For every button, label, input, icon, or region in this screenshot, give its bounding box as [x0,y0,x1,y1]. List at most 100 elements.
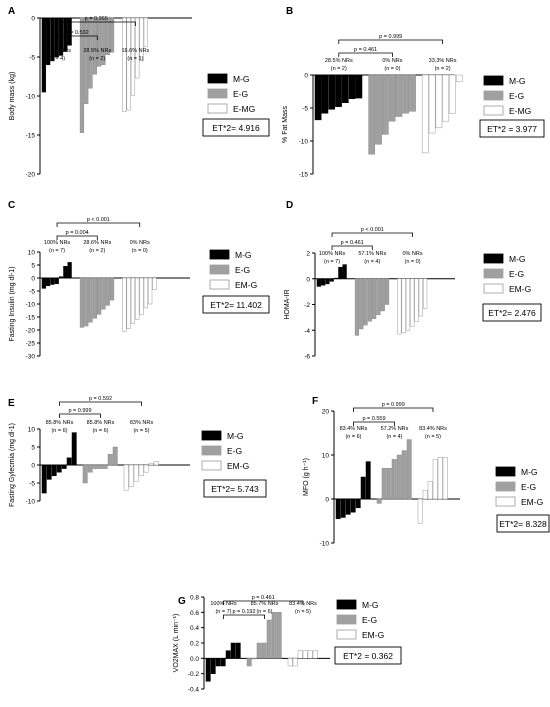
y-tick-label: -4 [304,328,310,335]
bar-m-g [46,277,51,287]
bar-em-g [417,498,423,524]
bar-m-g [54,277,59,284]
bar-e-g [363,278,368,326]
bar-e-mg [139,17,144,62]
bar-e-g [354,278,360,336]
nr-count: (n = 4) [364,259,380,265]
bar-e-g [368,74,376,155]
y-tick-label: 0 [325,497,329,504]
bar-e-g [380,278,385,312]
bar-em-g [422,489,428,500]
significance-bracket [56,222,141,227]
legend-swatch-em-g [209,279,230,290]
significance-bracket [353,407,434,412]
et-value: ET*2= 5.743 [211,484,259,494]
nr-label: 100% NRs [319,251,346,257]
bar-em-g [122,277,127,332]
panel-letter: F [312,396,318,407]
bar-e-g [101,17,106,66]
bar-e-mg [143,17,148,48]
y-tick-label: -20 [26,328,36,335]
panel-letter: D [286,200,293,211]
panel-c: C 10 5 0 -5 -10 -15 -20 -25 -30 Fasting Insulin (m… [8,200,270,361]
et-box [334,646,402,665]
bar-m-g [342,264,347,279]
bar-e-g [105,277,110,306]
y-tick-label: -10 [26,302,36,309]
y-tick-label: -5 [29,289,35,296]
legend-swatch-em-g [483,283,504,294]
y-tick-label: -30 [26,354,36,361]
bar-e-g [92,277,97,319]
y-axis-label: % Fat Mass [282,106,289,143]
panel-letter: B [286,6,293,17]
y-tick-label: -5 [302,106,308,113]
legend-label: EM-G [362,630,384,640]
bar-em-g [418,278,423,317]
bar-e-g [388,74,396,122]
legend-label: EM-G [227,461,249,471]
y-tick-label: -10 [26,499,36,506]
bar-em-g [410,278,415,327]
panel-letter: C [8,200,15,211]
bar-e-g [367,278,372,322]
bar-em-g [423,278,428,309]
panel-letter: G [178,596,186,607]
bar-e-g [88,277,93,323]
legend-label: EM-G [235,280,257,290]
legend-label: E-G [509,91,524,101]
bar-e-mg [428,74,436,134]
y-tick-label: -10 [26,94,36,101]
nr-count: (n = 5) [295,609,311,615]
y-tick-label: 0 [31,463,35,470]
nr-count: (n = 6) [92,428,108,434]
bar-em-g [123,464,129,491]
legend-label: E-G [362,615,377,625]
bar-em-g [307,650,313,659]
bar-m-g [63,266,68,279]
nr-label: 57.1% NRs [358,251,386,257]
nr-count: (n = 0) [405,259,421,265]
significance-bracket [59,413,101,418]
nr-count: (n = 2) [89,56,105,62]
bar-m-g [67,17,72,46]
p-value-label: p = 0.999 [68,408,91,414]
y-axis-label: HOMA-IR [284,289,291,319]
y-axis-label: VO2MAX (L min⁻¹) [173,614,180,673]
bar-m-g [61,464,67,469]
bar-m-g [321,74,329,114]
p-value-label: p = 0.265 [85,16,108,22]
bar-em-g [401,278,406,334]
bar-em-g [143,464,149,473]
panel-a: A 0 -5 -10 -15 -20 Body mass (kg) 57.1% NRs (n =… [8,6,270,179]
bar-m-g [41,17,46,93]
p-value-label: p = 0.461 [354,47,377,53]
bar-e-mg [449,74,456,114]
significance-bracket [59,401,142,406]
et-value: ET*2= 8.328 [499,519,547,529]
y-tick-label: 10 [28,427,36,434]
bar-e-g [386,467,392,500]
et-value: ET*2 = 0.362 [343,651,393,661]
y-tick-label: -10 [299,139,309,146]
bar-m-g [230,642,236,659]
y-tick-label: 10 [322,453,330,460]
y-tick-label: 0 [31,16,35,23]
legend-swatch-e-g [209,264,230,275]
et-box [202,118,270,137]
bar-m-g [41,464,47,494]
bar-m-g [71,432,77,466]
legend-swatch-e-g [207,88,228,99]
bar-m-g [51,464,57,477]
bar-e-g [396,454,402,500]
bar-em-g [139,277,144,315]
bar-em-g [442,456,448,500]
bar-m-g [205,658,211,682]
bar-em-g [405,278,411,331]
nr-label: 83.4% NRs [419,426,447,432]
legend-label: EM-G [521,497,543,507]
nr-label: 33.3% NRs [429,58,457,64]
bar-m-g [355,74,363,99]
bar-em-g [130,277,136,324]
bar-e-g [101,277,106,310]
